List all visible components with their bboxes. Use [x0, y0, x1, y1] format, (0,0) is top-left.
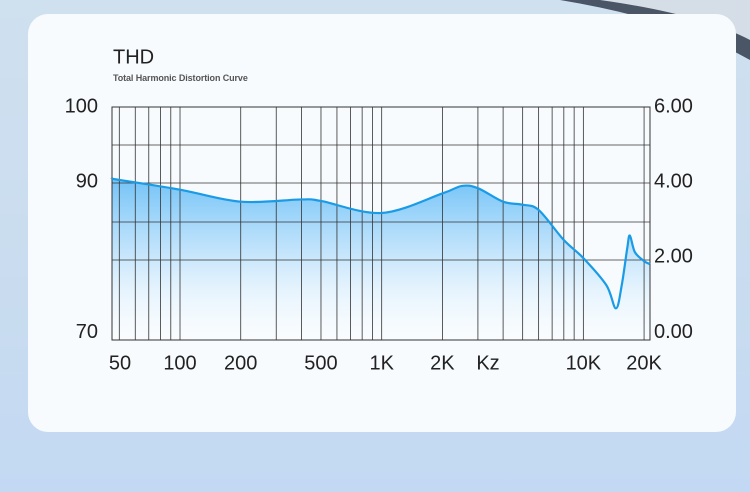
x-tick-label: 2K [430, 352, 455, 374]
background-object [600, 0, 750, 40]
chart-subtitle: Total Harmonic Distortion Curve [113, 73, 248, 83]
x-tick-label: 20K [626, 352, 662, 374]
x-tick-label: 100 [163, 352, 196, 374]
x-unit-label: Kz [476, 352, 499, 374]
plot-frame [111, 106, 651, 341]
x-tick-label: 10K [566, 352, 602, 374]
x-tick-label: 1K [369, 352, 394, 374]
chart-title: THD [113, 46, 154, 68]
x-tick-label: 200 [224, 352, 257, 374]
x-tick-label: 50 [109, 352, 131, 374]
line [110, 177, 651, 310]
y-tick-label: 90 [76, 170, 98, 192]
y2-tick-label: 6.00 [654, 95, 693, 117]
y-tick-label: 100 [65, 95, 98, 117]
y2-tick-label: 0.00 [654, 321, 693, 343]
y-tick-label: 70 [76, 321, 98, 343]
y2-tick-label: 2.00 [654, 246, 693, 268]
y2-tick-label: 4.00 [654, 170, 693, 192]
area [111, 178, 650, 340]
x-tick-label: 500 [304, 352, 337, 374]
